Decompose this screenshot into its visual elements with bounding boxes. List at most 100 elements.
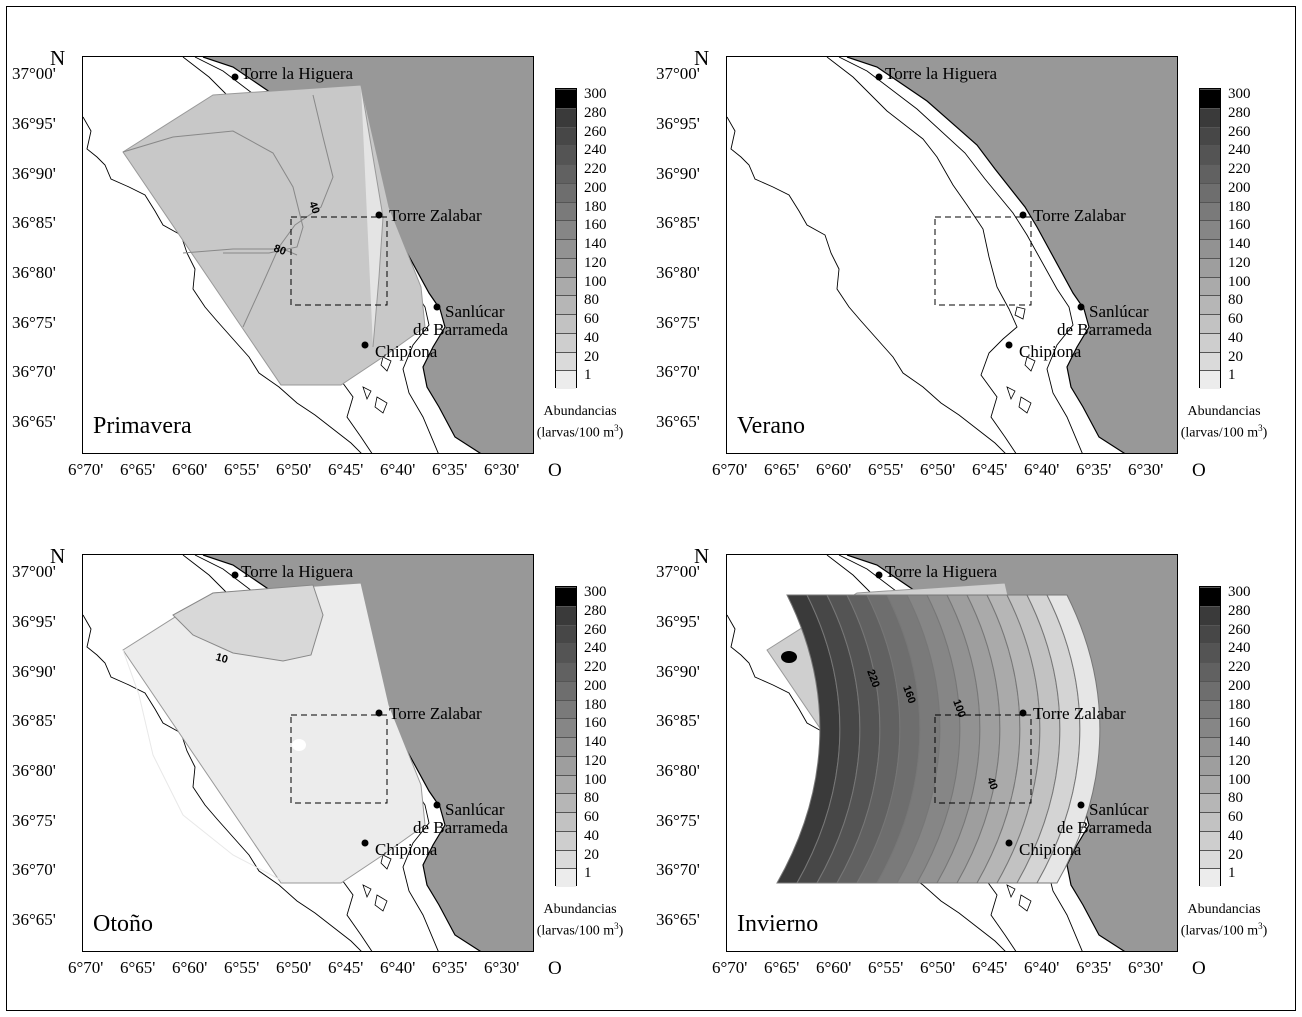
direction-label: O: [548, 460, 562, 481]
barrameda-label: de Barrameda: [1057, 320, 1152, 339]
legend-title: Abundancias (larvas/100 m3): [1180, 404, 1268, 441]
legend-swatch: [556, 370, 576, 390]
map-svg: 40 80: [83, 57, 533, 453]
lon-tick: 6°30': [484, 958, 520, 977]
legend-level-label: 280: [1228, 602, 1251, 619]
legend-level-label: 20: [1228, 348, 1243, 365]
legend-level-label: 200: [1228, 179, 1251, 196]
lat-tick: 36°75': [12, 313, 56, 332]
torre-higuera-label: Torre la Higuera: [885, 562, 998, 581]
legend-swatch: [1200, 164, 1220, 183]
legend-level-label: 60: [584, 809, 599, 825]
legend-swatch: [556, 126, 576, 146]
north-label: N: [50, 46, 66, 70]
legend-title: Abundancias (larvas/100 m3): [536, 404, 624, 441]
legend-level-label: 200: [1228, 677, 1251, 694]
legend-swatch: [1200, 605, 1220, 625]
figure-frame: [6, 6, 1296, 1011]
legend-swatch: [1200, 830, 1220, 850]
legend-level-label: 60: [1228, 809, 1243, 825]
legend-level-label: 220: [584, 161, 607, 177]
legend-swatch: [556, 718, 576, 738]
legend-swatch: [556, 587, 576, 606]
season-label: Otoño: [93, 911, 153, 937]
map-panel-4: N 37°00' 36°95' 36°90' 36°85' 36°80' 36°…: [644, 498, 1284, 979]
legend-swatch: [556, 89, 576, 108]
legend-level-label: 100: [584, 771, 607, 788]
lon-tick: 6°30': [484, 460, 520, 479]
contour-label: 40: [984, 776, 999, 792]
direction-label: O: [548, 958, 562, 979]
legend-swatch: [1200, 145, 1220, 165]
legend-swatch: [1200, 89, 1220, 108]
legend-level-label: 160: [1228, 715, 1251, 732]
legend-swatch: [556, 737, 576, 756]
legend-level-label: 240: [584, 640, 607, 657]
legend-level-label: 1: [1228, 367, 1236, 384]
legend-swatch: [1200, 718, 1220, 738]
legend-level-label: 280: [1228, 104, 1251, 121]
lon-tick: 6°70': [712, 958, 748, 977]
legend-level-label: 120: [584, 752, 607, 769]
torre-zalabar-label: Torre Zalabar: [1033, 704, 1126, 723]
lat-tick: 36°70': [656, 362, 700, 381]
legend-swatch: [1200, 107, 1220, 127]
legend-level-label: 80: [584, 292, 599, 309]
lat-tick: 36°65': [12, 412, 56, 431]
legend-swatch: [556, 201, 576, 221]
barrameda-label: de Barrameda: [1057, 818, 1152, 837]
lon-tick: 6°60': [172, 958, 208, 977]
torre-higuera-label: Torre la Higuera: [241, 562, 354, 581]
legend-swatch: [1200, 220, 1220, 240]
legend-swatch: [556, 239, 576, 258]
lat-tick: 36°80': [656, 761, 700, 780]
lat-tick: 36°65': [656, 910, 700, 929]
lat-tick: 36°85': [12, 213, 56, 232]
legend-swatch: [1200, 849, 1220, 869]
legend-colorbar: [1199, 88, 1221, 390]
lat-tick: 36°70': [12, 362, 56, 381]
land-area: [847, 57, 1177, 453]
legend-level-label: 180: [1228, 696, 1251, 713]
lon-tick: 6°35': [432, 958, 468, 977]
legend-swatch: [556, 643, 576, 663]
season-label: Verano: [737, 413, 805, 439]
legend-swatch: [1200, 257, 1220, 277]
legend-title: Abundancias (larvas/100 m3): [536, 902, 624, 939]
legend-swatch: [1200, 774, 1220, 794]
legend-level-label: 240: [1228, 640, 1251, 657]
land-area: [203, 57, 533, 453]
legend-swatch: [556, 868, 576, 888]
lat-tick: 36°90': [12, 662, 56, 681]
legend-swatch: [1200, 587, 1220, 606]
north-label: N: [694, 46, 710, 70]
lon-tick: 6°65': [764, 460, 800, 479]
legend-level-label: 280: [584, 602, 607, 619]
legend-level-label: 40: [584, 329, 599, 346]
map-panel-2: N 37°00' 36°95' 36°90' 36°85' 36°80' 36°…: [644, 0, 1284, 481]
legend-swatch: [1200, 680, 1220, 700]
contour-label: 160: [900, 684, 918, 705]
legend-colorbar: [555, 88, 577, 390]
legend-swatch: [556, 680, 576, 700]
north-label: N: [694, 544, 710, 568]
legend-swatch: [556, 662, 576, 681]
lon-tick: 6°45': [328, 460, 364, 479]
legend-swatch: [1200, 643, 1220, 663]
legend-swatch: [1200, 662, 1220, 681]
contour-label: 100: [950, 698, 968, 719]
lat-tick: 36°70': [12, 860, 56, 879]
legend-swatch: [1200, 351, 1220, 371]
lat-tick: 36°80': [12, 761, 56, 780]
torre-higuera-label: Torre la Higuera: [885, 64, 998, 83]
lat-tick: 36°85': [656, 711, 700, 730]
lon-tick: 6°35': [432, 460, 468, 479]
lon-tick: 6°50': [920, 460, 956, 479]
lon-tick: 6°35': [1076, 460, 1112, 479]
legend-level-label: 200: [584, 677, 607, 694]
legend-swatch: [1200, 182, 1220, 202]
legend-level-label: 180: [584, 198, 607, 215]
legend-level-label: 160: [584, 217, 607, 234]
lat-tick: 36°75': [656, 313, 700, 332]
legend-level-label: 200: [584, 179, 607, 196]
